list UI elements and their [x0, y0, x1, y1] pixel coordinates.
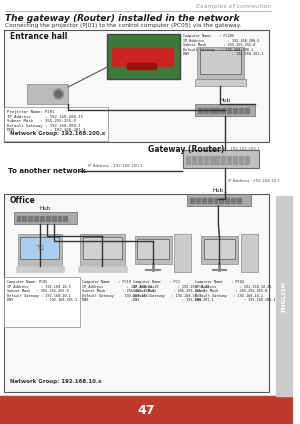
- FancyBboxPatch shape: [4, 277, 80, 327]
- Bar: [215, 108, 219, 113]
- FancyBboxPatch shape: [17, 234, 62, 266]
- Text: Computer Name: PC05
IP Address      : 192.168.10.5
Subnet Mask   : 255.255.255.0: Computer Name: PC05 IP Address : 192.168…: [7, 280, 77, 302]
- Bar: [28, 216, 32, 221]
- Text: Projector Name: PJ01
IP Address      : 192.168.200.15
Subnet Mask   : 255.255.25: Projector Name: PJ01 IP Address : 192.16…: [7, 110, 85, 132]
- Text: Network Group: 192.168.10.x: Network Group: 192.168.10.x: [10, 379, 101, 384]
- Text: Computer Name    : PC3
IP Address           : 192.168.10.21
Subnet Mask        :: Computer Name : PC3 IP Address : 192.168…: [133, 280, 213, 302]
- Circle shape: [56, 91, 62, 97]
- Bar: [276, 196, 292, 396]
- Text: Examples of connection: Examples of connection: [196, 4, 271, 9]
- Bar: [46, 216, 50, 221]
- FancyBboxPatch shape: [204, 239, 235, 259]
- Bar: [127, 63, 156, 69]
- Text: Computer Name    : PC10
IP Address           : 192.168.10.18
Subnet Mask        : Computer Name : PC10 IP Address : 192.16…: [82, 280, 158, 302]
- FancyBboxPatch shape: [201, 236, 238, 264]
- FancyBboxPatch shape: [241, 234, 258, 272]
- Bar: [52, 216, 56, 221]
- FancyBboxPatch shape: [183, 150, 260, 168]
- Bar: [190, 198, 194, 203]
- FancyBboxPatch shape: [200, 50, 241, 74]
- Bar: [40, 216, 44, 221]
- Bar: [208, 198, 212, 203]
- Text: 47: 47: [137, 404, 155, 416]
- Bar: [225, 198, 229, 203]
- FancyBboxPatch shape: [83, 237, 122, 259]
- Bar: [233, 156, 237, 164]
- Text: Hub: Hub: [39, 206, 50, 211]
- Bar: [22, 216, 26, 221]
- FancyBboxPatch shape: [187, 194, 250, 206]
- Bar: [63, 216, 67, 221]
- FancyBboxPatch shape: [135, 236, 172, 264]
- Bar: [237, 198, 241, 203]
- Bar: [231, 198, 235, 203]
- FancyBboxPatch shape: [195, 79, 246, 86]
- Bar: [202, 198, 206, 203]
- Bar: [204, 108, 208, 113]
- Bar: [221, 108, 225, 113]
- FancyBboxPatch shape: [14, 212, 77, 224]
- FancyBboxPatch shape: [27, 84, 68, 104]
- FancyBboxPatch shape: [137, 239, 169, 259]
- Bar: [0, 396, 292, 424]
- Bar: [245, 156, 249, 164]
- Bar: [239, 156, 243, 164]
- Bar: [16, 266, 64, 272]
- Text: Computer Name    : PC205
IP Address           : 192.168.200.5
Subnet Mask       : Computer Name : PC205 IP Address : 192.1…: [183, 34, 264, 56]
- Bar: [214, 198, 218, 203]
- Bar: [186, 156, 190, 164]
- Bar: [196, 198, 200, 203]
- Text: Gateway (Router): Gateway (Router): [148, 145, 225, 154]
- Bar: [204, 156, 208, 164]
- Text: Network Group: 192.168.200.x: Network Group: 192.168.200.x: [10, 131, 105, 136]
- Bar: [221, 156, 225, 164]
- Bar: [58, 216, 62, 221]
- FancyBboxPatch shape: [4, 194, 269, 392]
- Text: Computer Name    : PJ04
IP Address           : 192.168.10.21
Subnet Mask        : Computer Name : PJ04 IP Address : 192.16…: [195, 280, 276, 302]
- Circle shape: [54, 89, 63, 99]
- Bar: [198, 108, 202, 113]
- Bar: [215, 156, 219, 164]
- FancyBboxPatch shape: [197, 47, 244, 79]
- FancyBboxPatch shape: [174, 234, 191, 272]
- Bar: [245, 108, 249, 113]
- Bar: [112, 48, 172, 66]
- Bar: [239, 108, 243, 113]
- Bar: [227, 156, 231, 164]
- Text: IP Address : 192.168.10.1: IP Address : 192.168.10.1: [228, 179, 280, 183]
- Text: IP Address : 192.168.100.1: IP Address : 192.168.100.1: [88, 164, 142, 168]
- Bar: [233, 108, 237, 113]
- Bar: [219, 198, 223, 203]
- Text: Hub: Hub: [220, 98, 231, 103]
- Text: To another network: To another network: [8, 168, 85, 174]
- Text: The gateway (Router) installed in the network: The gateway (Router) installed in the ne…: [5, 14, 239, 23]
- Text: Connecting the projector (PJ01) to the control computer (PC05) via the gateway.: Connecting the projector (PJ01) to the c…: [5, 23, 241, 28]
- Text: IP Address : 192.168.200.1: IP Address : 192.168.200.1: [205, 147, 260, 151]
- Text: ☜: ☜: [36, 243, 44, 253]
- Bar: [210, 108, 214, 113]
- Bar: [192, 156, 196, 164]
- FancyBboxPatch shape: [80, 234, 125, 266]
- FancyBboxPatch shape: [195, 104, 256, 116]
- Text: Entrance hall: Entrance hall: [10, 32, 67, 41]
- Bar: [34, 216, 38, 221]
- Bar: [198, 156, 202, 164]
- Bar: [16, 216, 20, 221]
- Bar: [210, 156, 214, 164]
- FancyBboxPatch shape: [4, 107, 108, 141]
- Bar: [78, 266, 127, 272]
- Text: Hub: Hub: [213, 188, 224, 193]
- FancyBboxPatch shape: [20, 237, 59, 259]
- Bar: [227, 108, 231, 113]
- FancyBboxPatch shape: [107, 34, 180, 79]
- Text: ENGLISH: ENGLISH: [282, 281, 287, 312]
- FancyBboxPatch shape: [4, 30, 269, 142]
- Text: Office: Office: [10, 196, 35, 205]
